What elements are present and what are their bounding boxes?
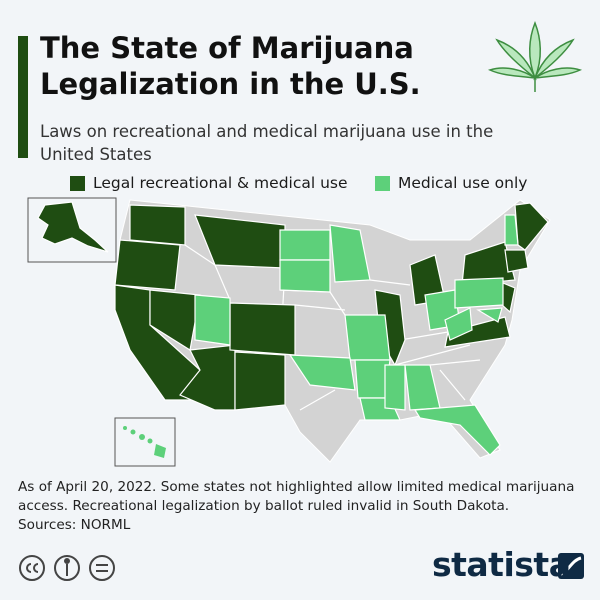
legend-item: Medical use only: [375, 174, 527, 192]
states-recreational: [114, 202, 549, 411]
license-icons: [19, 555, 115, 581]
brand-icon: [558, 553, 584, 579]
legend-item: Legal recreational & medical use: [70, 174, 348, 192]
legend-label: Medical use only: [398, 174, 528, 192]
note: As of April 20, 2022. Some states not hi…: [18, 479, 575, 514]
state: [123, 426, 166, 458]
notes: As of April 20, 2022. Some states not hi…: [18, 478, 588, 535]
leaf-icon: [487, 20, 583, 92]
source: Sources: NORML: [18, 517, 131, 533]
states-medical: [194, 214, 519, 456]
legend-label: Legal recreational & medical use: [93, 174, 348, 192]
legend-swatch: [375, 175, 390, 191]
brand: statista: [432, 545, 571, 584]
legend-swatch: [70, 175, 85, 191]
inset-box: [27, 197, 117, 263]
state: [37, 201, 109, 253]
title: The State of Marijuana Legalization in t…: [40, 31, 421, 101]
title-bar: [18, 36, 28, 158]
inset-box: [114, 417, 176, 467]
subtitle: Laws on recreational and medical marijua…: [40, 122, 494, 164]
